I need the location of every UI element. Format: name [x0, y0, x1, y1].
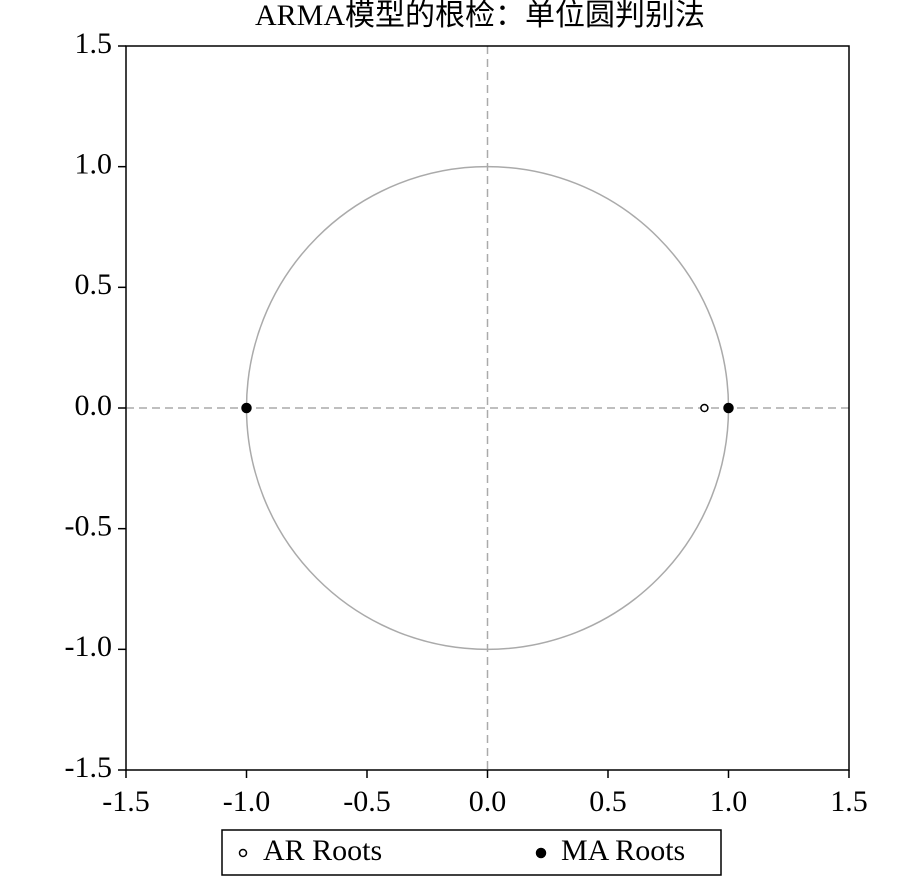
x-tick-label: -1.5: [102, 785, 150, 818]
x-tick-label: 0.5: [589, 785, 627, 818]
point: [700, 403, 709, 413]
point: [241, 402, 252, 414]
chart-title: ARMA模型的根检：单位圆判别法: [255, 0, 705, 32]
x-tick-label: 0.0: [469, 785, 507, 818]
x-tick-label: -0.5: [343, 785, 391, 818]
y-tick-label: 0.0: [75, 389, 113, 422]
legend-box: [221, 829, 722, 876]
y-tick-label: -1.5: [65, 751, 113, 784]
y-tick-label: -0.5: [65, 510, 113, 543]
legend-marker: [238, 848, 248, 858]
unit-circle: [245, 165, 730, 651]
point: [723, 402, 734, 414]
y-tick-label: 1.0: [75, 148, 113, 181]
y-tick-label: 0.5: [75, 268, 113, 301]
y-tick-label: 1.5: [75, 27, 113, 60]
legend-marker: [535, 847, 547, 859]
y-tick-label: -1.0: [65, 630, 113, 663]
legend-label: AR Roots: [263, 834, 382, 867]
x-tick-label: 1.0: [710, 785, 748, 818]
legend-label: MA Roots: [561, 834, 685, 867]
x-tick-label: 1.5: [830, 785, 868, 818]
x-tick-label: -1.0: [223, 785, 271, 818]
